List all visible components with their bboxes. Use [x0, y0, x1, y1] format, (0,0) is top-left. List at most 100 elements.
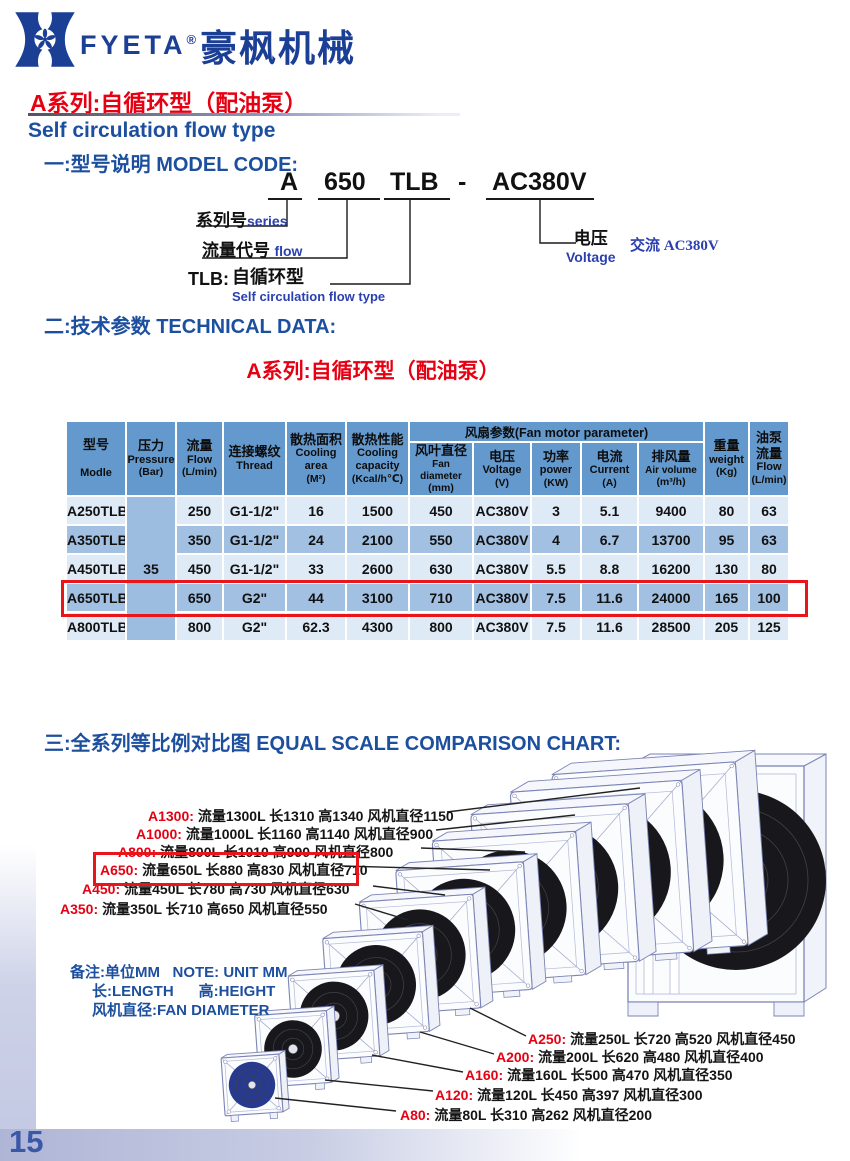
cell-flow: 450: [175, 553, 224, 584]
series-label-en: series: [247, 213, 288, 229]
table-row: A250TLB 35 250 G1-1/2" 16 1500 450 AC380V 3 5.1 94…: [65, 495, 791, 642]
technical-subtitle: A系列:自循环型（配油泵）: [246, 360, 500, 383]
cell-model: A450TLB: [65, 553, 127, 584]
cell-power: 3: [530, 495, 582, 526]
col-model: 型号 Modle: [65, 420, 127, 497]
cell-weight: 165: [703, 582, 751, 613]
cell-area: 44: [285, 582, 347, 613]
chart-label-spec: 流量120L 长450 高397 风机直径300: [477, 1087, 703, 1103]
cell-power: 5.5: [530, 553, 582, 584]
cell-capacity: 2100: [345, 524, 410, 555]
table-row: A350TLB 350 G1-1/2" 24 2100 550 AC380V 4 6.7 1370…: [65, 524, 791, 555]
cell-fan_dia: 450: [408, 495, 474, 526]
chart-label-spec: 流量250L 长720 高520 风机直径450: [570, 1031, 796, 1047]
table-row: A650TLB 650 G2" 44 3100 710 AC380V 7.5 11.6 24000…: [65, 582, 791, 613]
cell-air: 13700: [636, 524, 706, 555]
section-comparison-title: 三:全系列等比例对比图 EQUAL SCALE COMPARISON CHART…: [44, 733, 622, 755]
flow-label: 流量代号 flow: [202, 236, 302, 261]
fan-comparison-illustration: [220, 749, 827, 1122]
cell-pump_flow: 63: [748, 495, 791, 526]
voltage-value: 交流 AC380V: [630, 238, 719, 254]
col-fan-diameter: 风叶直径 Fan diameter (mm): [408, 441, 474, 497]
col-current: 电流 Current (A): [580, 441, 639, 497]
chart-label-a80: A80: 流量80L 长310 高262 风机直径200: [400, 1105, 652, 1125]
series-title-cn: A系列:自循环型（配油泵）: [30, 90, 308, 116]
chart-label-model: A650:: [100, 862, 139, 878]
cell-current: 11.6: [580, 582, 639, 613]
col-pressure: 压力 Pressure (Bar): [125, 420, 177, 497]
chart-label-model: A160:: [465, 1067, 504, 1083]
model-code-type: TLB: [390, 168, 439, 196]
col-power: 功率 power (KW): [530, 441, 582, 497]
cell-air: 9400: [636, 495, 706, 526]
tlb-prefix: TLB:: [188, 269, 229, 289]
tlb-label: TLB: 自循环型 Self circulation flow type: [188, 263, 385, 304]
flow-label-en: flow: [274, 243, 303, 259]
title-underline: [28, 113, 460, 116]
cell-flow: 650: [175, 582, 224, 613]
cell-thread: G1-1/2": [222, 524, 287, 555]
cell-capacity: 3100: [345, 582, 410, 613]
chart-label-a350: A350: 流量350L 长710 高650 风机直径550: [60, 899, 328, 919]
footer-bar: [0, 1129, 620, 1161]
cell-model: A350TLB: [65, 524, 127, 555]
voltage-label-cn: 电压: [573, 229, 608, 248]
cell-power: 7.5: [530, 582, 582, 613]
chart-label-a160: A160: 流量160L 长500 高470 风机直径350: [465, 1065, 733, 1085]
cell-pump_flow: 63: [748, 524, 791, 555]
highlight-box-a650-row: [61, 580, 808, 617]
chart-label-spec: 流量1300L 长1310 高1340 风机直径1150: [197, 808, 454, 824]
col-cooling-capacity: 散热性能 Cooling capacity (Kcal/h℃): [345, 420, 410, 497]
cell-voltage: AC380V: [472, 495, 532, 526]
chart-label-spec: 流量80L 长310 高262 风机直径200: [434, 1107, 652, 1123]
col-thread: 连接螺纹 Thread: [222, 420, 287, 497]
cell-air: 24000: [636, 582, 706, 613]
brand-name: FYETA®: [80, 30, 197, 60]
cell-area: 16: [285, 495, 347, 526]
cell-voltage: AC380V: [472, 524, 532, 555]
cell-weight: 80: [703, 495, 751, 526]
section-model-code-title: 一:型号说明 MODEL CODE:: [44, 154, 299, 176]
tlb-label-en: Self circulation flow type: [231, 289, 386, 304]
chart-label-model: A200:: [496, 1049, 535, 1065]
cell-thread: G2": [222, 582, 287, 613]
leader-lines: [274, 787, 641, 1112]
chart-label-model: A250:: [528, 1031, 567, 1047]
cell-pressure: 35: [125, 495, 177, 642]
voltage-label: 电压 Voltage: [566, 224, 616, 265]
cell-current: 6.7: [580, 524, 639, 555]
col-air-volume: 排风量 Air volume (m³/h): [636, 441, 706, 497]
table-header: 型号 Modle 压力 Pressure (Bar) 流量 Flow (L/min) 连接…: [65, 420, 791, 497]
technical-data-table: 型号 Modle 压力 Pressure (Bar) 流量 Flow (L/min) 连接…: [65, 420, 791, 642]
chart-label-model: A1300:: [148, 808, 194, 824]
chart-label-model: A120:: [435, 1087, 474, 1103]
model-code-series: A: [280, 168, 299, 196]
chart-label-spec: 流量350L 长710 高650 风机直径550: [102, 901, 328, 917]
cell-air: 16200: [636, 553, 706, 584]
page-number: 15: [9, 1124, 44, 1159]
cell-capacity: 1500: [345, 495, 410, 526]
cell-current: 8.8: [580, 553, 639, 584]
chart-label-a200: A200: 流量200L 长620 高480 风机直径400: [496, 1047, 764, 1067]
section-technical-title: 二:技术参数 TECHNICAL DATA:: [44, 316, 337, 338]
cell-weight: 95: [703, 524, 751, 555]
cell-pump_flow: 80: [748, 553, 791, 584]
chart-label-spec: 流量200L 长620 高480 风机直径400: [538, 1049, 764, 1065]
col-flow: 流量 Flow (L/min): [175, 420, 224, 497]
cell-thread: G1-1/2": [222, 495, 287, 526]
cell-capacity: 2600: [345, 553, 410, 584]
cell-area: 33: [285, 553, 347, 584]
table-row: A450TLB 450 G1-1/2" 33 2600 630 AC380V 5.5 8.8 16…: [65, 553, 791, 584]
chart-label-spec: 流量1000L 长1160 高1140 风机直径900: [185, 826, 434, 842]
voltage-label-en: Voltage: [566, 249, 616, 265]
chart-label-a1000: A1000: 流量1000L 长1160 高1140 风机直径900: [136, 824, 433, 844]
note-length-height: 长:LENGTH 高:HEIGHT: [92, 983, 276, 1000]
brand-logo-icon: [15, 12, 75, 67]
col-group-fan-parameter: 风扇参数(Fan motor parameter): [407, 420, 706, 443]
chart-label-a650: A650: 流量650L 长880 高830 风机直径710: [100, 860, 368, 880]
model-code-flow: 650: [324, 168, 366, 196]
cell-weight: 130: [703, 553, 751, 584]
cell-fan_dia: 630: [408, 553, 474, 584]
model-code-separator: -: [458, 168, 467, 196]
